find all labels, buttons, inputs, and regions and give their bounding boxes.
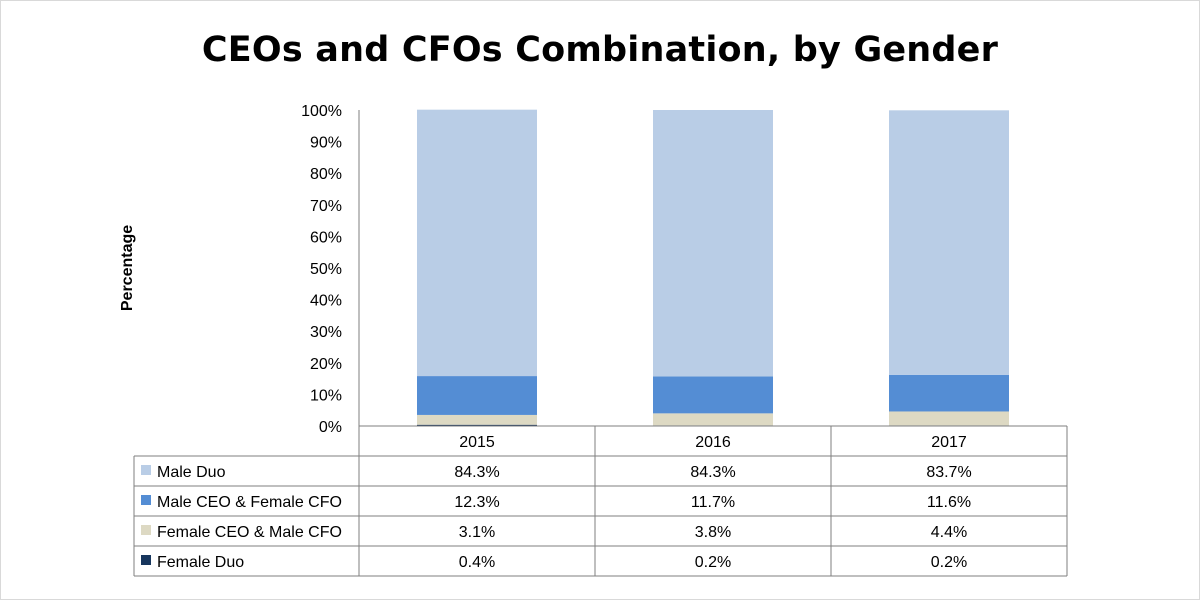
y-tick-label: 20% [310, 356, 342, 373]
legend-label: Female Duo [157, 554, 244, 571]
data-label: 3.8% [695, 524, 731, 541]
bar-segment [653, 413, 773, 426]
x-tick-label: 2017 [931, 434, 967, 451]
y-tick-label: 60% [310, 229, 342, 246]
bar-segment [889, 411, 1009, 426]
bar-segment [417, 109, 537, 377]
y-tick-label: 0% [319, 419, 342, 436]
data-label: 83.7% [926, 464, 971, 481]
data-label: 0.2% [695, 554, 731, 571]
bar-segment [417, 414, 537, 425]
bar-segment [417, 376, 537, 415]
chart-title: CEOs and CFOs Combination, by Gender [201, 30, 999, 70]
bar-segment [889, 374, 1009, 412]
bar-segment [889, 110, 1009, 375]
data-table: 2015 2016 2017 Male Duo 84.3% 84.3% 83.7% Male … [133, 425, 1068, 577]
x-tick-label: 2016 [695, 434, 731, 451]
bar-segment [653, 376, 773, 414]
y-tick-label: 70% [310, 198, 342, 215]
legend-label: Male CEO & Female CFO [157, 494, 342, 511]
bar-segment [417, 424, 537, 426]
y-tick-label: 50% [310, 261, 342, 278]
legend-swatch [141, 495, 151, 505]
y-axis-label: Percentage [119, 225, 136, 311]
data-label: 12.3% [454, 494, 499, 511]
y-tick-label: 40% [310, 293, 342, 310]
legend-label: Male Duo [157, 464, 226, 481]
x-tick-label: 2015 [459, 434, 495, 451]
bar-segment [653, 110, 773, 377]
y-tick-label: 30% [310, 324, 342, 341]
y-tick-label: 80% [310, 166, 342, 183]
y-tick-label: 10% [310, 387, 342, 404]
legend-swatch [141, 555, 151, 565]
legend-label: Female CEO & Male CFO [157, 524, 342, 541]
data-label: 11.7% [691, 494, 735, 511]
legend-swatch [141, 465, 151, 475]
data-label: 4.4% [931, 524, 967, 541]
y-tick-label: 90% [310, 135, 342, 152]
data-label: 11.6% [927, 494, 971, 511]
data-label: 3.1% [459, 524, 495, 541]
data-label: 84.3% [454, 464, 499, 481]
y-ticks: 0% 10% 20% 30% 40% 50% 60% 70% 80% 90% 100% [301, 103, 360, 436]
data-label: 0.4% [459, 554, 495, 571]
data-label: 84.3% [690, 464, 735, 481]
y-tick-label: 100% [301, 103, 342, 120]
data-label: 0.2% [931, 554, 967, 571]
legend-swatch [141, 525, 151, 535]
bars [417, 109, 1009, 426]
